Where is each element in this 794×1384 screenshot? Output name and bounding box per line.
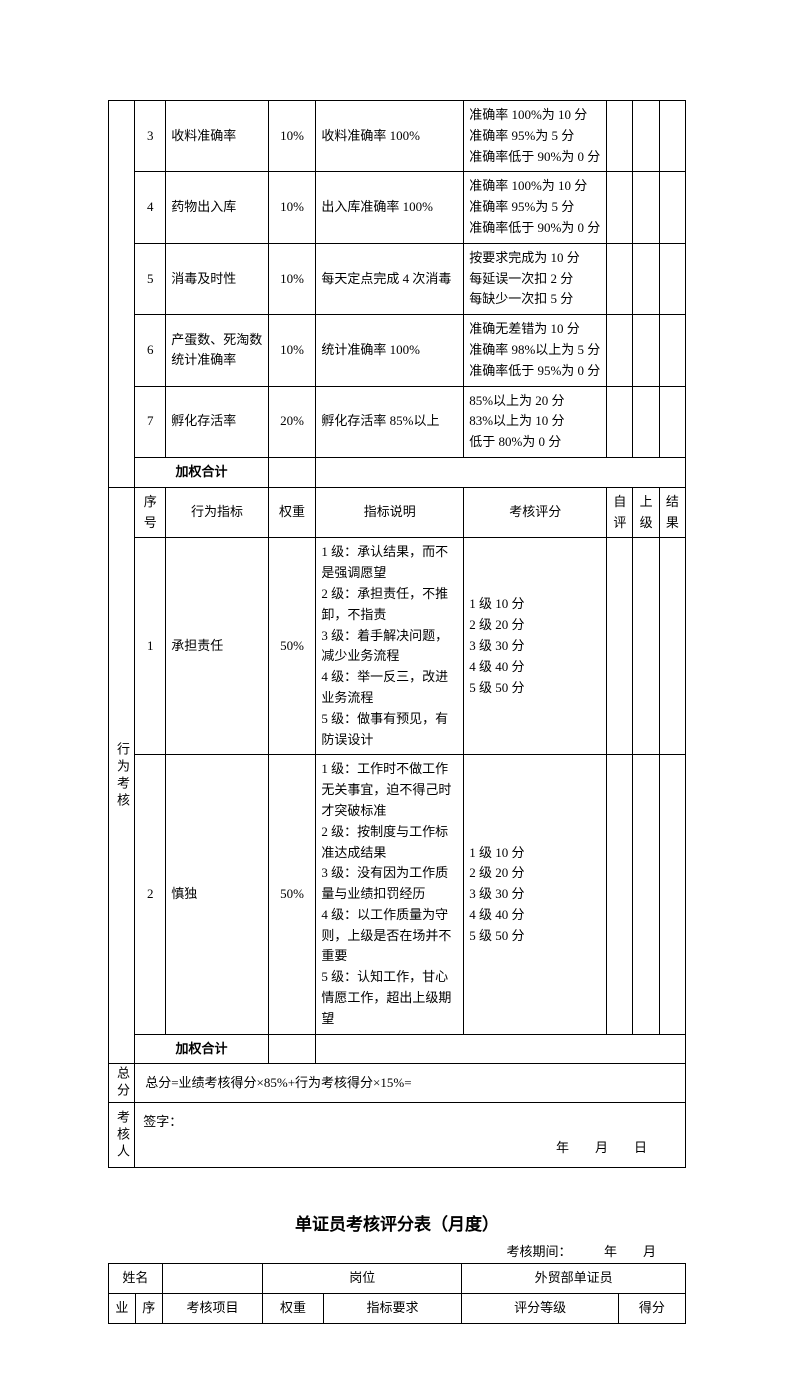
date-line: 年 月 日 <box>143 1135 677 1161</box>
t2-post-label: 岗位 <box>263 1264 462 1294</box>
perf-row: 5 消毒及时性 10% 每天定点完成 4 次消毒 按要求完成为 10 分每延误一… <box>109 243 686 314</box>
t2-header-row: 业 序 考核项目 权重 指标要求 评分等级 得分 <box>109 1294 686 1324</box>
t2-hdr-req: 指标要求 <box>323 1294 462 1324</box>
assessment-table-2: 姓名 岗位 外贸部单证员 业 序 考核项目 权重 指标要求 评分等级 得分 <box>108 1263 686 1324</box>
total-row: 总分 总分=业绩考核得分×85%+行为考核得分×15%= <box>109 1064 686 1103</box>
assessment-table-1: 3 收料准确率 10% 收料准确率 100% 准确率 100%为 10 分准确率… <box>108 100 686 1168</box>
row-idx: 3 <box>135 101 166 172</box>
weighted-total-label: 加权合计 <box>135 457 269 487</box>
row-weight: 10% <box>268 101 316 172</box>
total-label: 总分 <box>109 1064 135 1103</box>
hdr-desc: 指标说明 <box>316 487 464 538</box>
signer-label: 考核人 <box>109 1103 135 1168</box>
t2-name-label: 姓名 <box>109 1264 163 1294</box>
perf-row: 6 产蛋数、死淘数统计准确率 10% 统计准确率 100% 准确无差错为 10 … <box>109 315 686 386</box>
behavior-header-row: 行为考核 序号 行为指标 权重 指标说明 考核评分 自评 上级 结果 <box>109 487 686 538</box>
t2-hdr-grade: 评分等级 <box>462 1294 619 1324</box>
total-formula: 总分=业绩考核得分×85%+行为考核得分×15%= <box>135 1064 686 1103</box>
hdr-sup: 上级 <box>633 487 659 538</box>
hdr-indicator: 行为指标 <box>166 487 269 538</box>
behavior-weighted-total-row: 加权合计 <box>109 1034 686 1064</box>
t2-post-value: 外贸部单证员 <box>462 1264 686 1294</box>
hdr-result: 结果 <box>659 487 685 538</box>
row-req: 收料准确率 100% <box>316 101 464 172</box>
t2-hdr-weight: 权重 <box>263 1294 323 1324</box>
period-line: 考核期间： 年 月 <box>108 1241 686 1260</box>
self-score-cell[interactable] <box>607 101 633 172</box>
t2-row-name: 姓名 岗位 外贸部单证员 <box>109 1264 686 1294</box>
t2-name-value[interactable] <box>162 1264 263 1294</box>
perf-weighted-total-row: 加权合计 <box>109 457 686 487</box>
t2-hdr-seq: 序 <box>135 1294 162 1324</box>
sign-label: 签字： <box>143 1109 677 1135</box>
behavior-row: 2 慎独 50% 1 级：工作时不做工作无关事宜，迫不得己时才突破标准2 级：按… <box>109 755 686 1034</box>
row-grade: 准确率 100%为 10 分准确率 95%为 5 分准确率低于 90%为 0 分 <box>464 101 607 172</box>
behavior-section-label: 行为考核 <box>109 487 135 1064</box>
sup-score-cell[interactable] <box>633 101 659 172</box>
t2-hdr-item: 考核项目 <box>162 1294 263 1324</box>
hdr-self: 自评 <box>607 487 633 538</box>
t2-perf-section-label: 业 <box>109 1294 136 1324</box>
result-cell[interactable] <box>659 101 685 172</box>
signature-row: 考核人 签字： 年 月 日 <box>109 1103 686 1168</box>
signature-block[interactable]: 签字： 年 月 日 <box>135 1103 686 1168</box>
hdr-weight: 权重 <box>268 487 316 538</box>
row-item: 收料准确率 <box>166 101 269 172</box>
perf-row: 3 收料准确率 10% 收料准确率 100% 准确率 100%为 10 分准确率… <box>109 101 686 172</box>
table2-title: 单证员考核评分表（月度） <box>108 1210 686 1235</box>
perf-row: 4 药物出入库 10% 出入库准确率 100% 准确率 100%为 10 分准确… <box>109 172 686 243</box>
behavior-row: 1 承担责任 50% 1 级：承认结果，而不是强调愿望2 级：承担责任，不推卸，… <box>109 538 686 755</box>
hdr-score: 考核评分 <box>464 487 607 538</box>
hdr-seq: 序号 <box>135 487 166 538</box>
perf-row: 7 孵化存活率 20% 孵化存活率 85%以上 85%以上为 20 分83%以上… <box>109 386 686 457</box>
t2-hdr-score: 得分 <box>618 1294 685 1324</box>
